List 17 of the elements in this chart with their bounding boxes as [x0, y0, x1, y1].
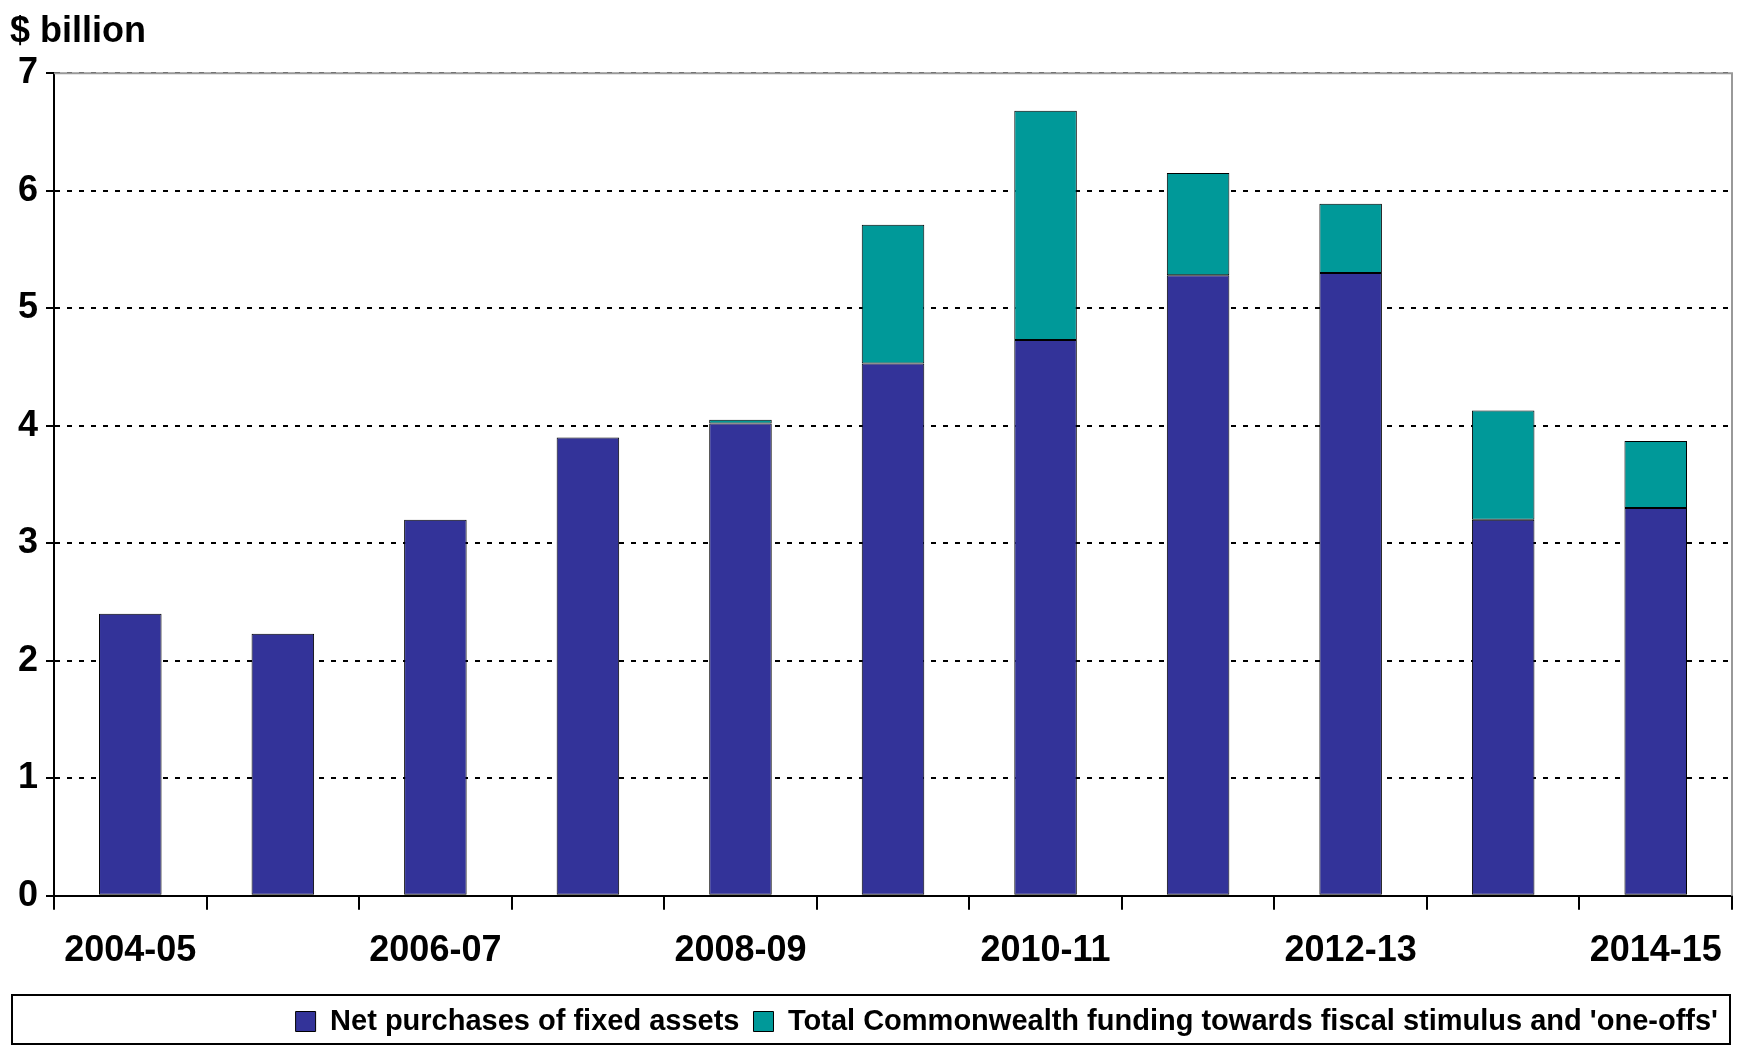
x-tick-label: 2010-11: [980, 928, 1111, 970]
y-tick-label: 2: [17, 637, 39, 679]
legend-label: Net purchases of fixed assets: [330, 1003, 740, 1036]
x-tick-label: 2014-15: [1589, 928, 1722, 970]
y-tick-label: 1: [17, 755, 39, 797]
x-tick-label: 2012-13: [1284, 928, 1417, 970]
y-tick-label: 6: [17, 167, 39, 209]
y-tick-label: 0: [17, 872, 39, 914]
y-tick-label: 4: [17, 402, 39, 444]
y-tick-label: 3: [17, 520, 39, 562]
x-tick-label: 2006-07: [369, 928, 502, 970]
y-tick-label: 7: [17, 50, 39, 92]
x-tick-label: 2004-05: [64, 928, 197, 970]
legend-label: Total Commonwealth funding towards fiscal stimulus and 'one-offs': [787, 1003, 1718, 1036]
y-tick-label: 5: [17, 285, 39, 327]
y-axis-title: $ billion: [10, 8, 147, 50]
x-tick-label: 2008-09: [674, 928, 807, 970]
